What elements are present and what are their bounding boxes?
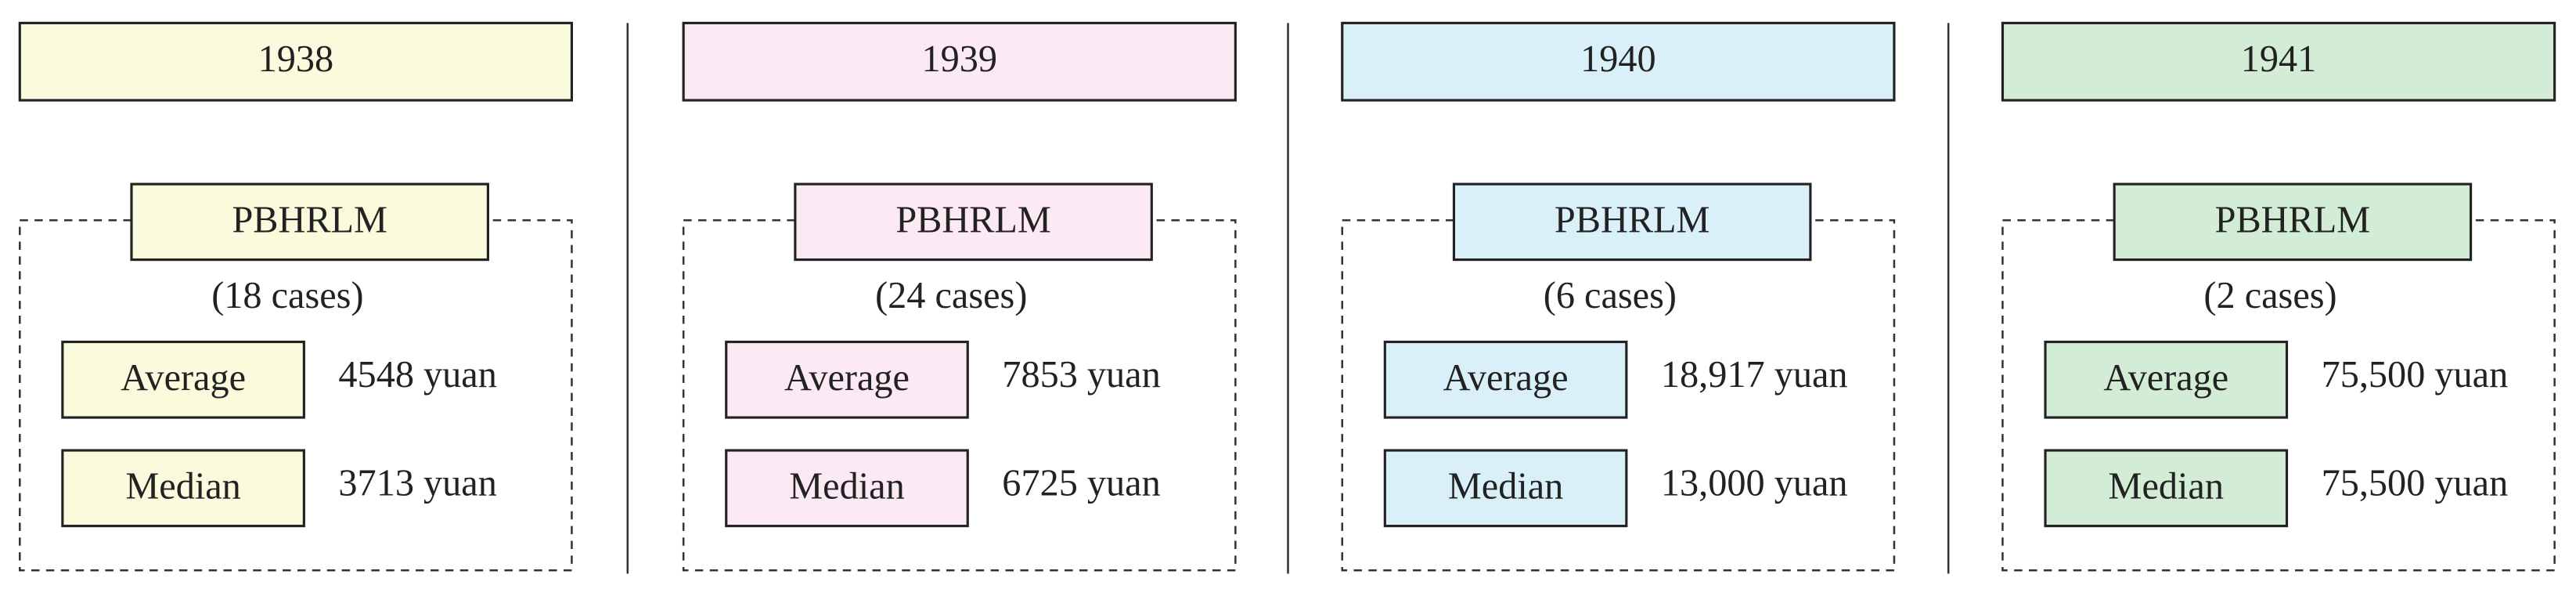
median-value: 3713 yuan bbox=[338, 462, 496, 504]
median-box bbox=[1383, 449, 1628, 528]
year-box bbox=[18, 21, 574, 102]
panel: 1940 PBHRLM (6 cases) Average 18,917 yuan Med… bbox=[1341, 21, 1896, 572]
average-box bbox=[2044, 340, 2289, 419]
year-box bbox=[2001, 21, 2556, 102]
panel: 1941 PBHRLM (2 cases) Average 75,500 yuan Med… bbox=[2001, 21, 2556, 572]
median-label: Median bbox=[125, 466, 240, 508]
year: 1940 bbox=[1580, 38, 1656, 80]
median-box bbox=[2044, 449, 2289, 528]
method: PBHRLM bbox=[895, 200, 1050, 241]
median-value: 75,500 yuan bbox=[2322, 462, 2509, 504]
average-label: Average bbox=[1443, 357, 1569, 399]
method: PBHRLM bbox=[1555, 200, 1710, 241]
median-box bbox=[725, 449, 969, 528]
year-box bbox=[1341, 21, 1896, 102]
average-label: Average bbox=[121, 357, 246, 399]
cases: (18 cases) bbox=[211, 275, 363, 316]
median-value: 6725 yuan bbox=[1002, 462, 1160, 504]
dashed-group bbox=[2001, 219, 2556, 572]
average-label: Average bbox=[784, 357, 910, 399]
panel: 1938 PBHRLM (18 cases) Average 4548 yuan Medi… bbox=[18, 21, 574, 572]
dashed-group bbox=[1341, 219, 1896, 572]
cases: (24 cases) bbox=[875, 275, 1027, 316]
cases: (6 cases) bbox=[1544, 275, 1677, 316]
cases: (2 cases) bbox=[2203, 275, 2336, 316]
median-label: Median bbox=[1448, 466, 1563, 508]
method-box bbox=[794, 182, 1153, 262]
year: 1938 bbox=[258, 38, 334, 80]
method-box bbox=[2113, 182, 2473, 262]
panel: 1939 PBHRLM (24 cases) Average 7853 yuan Medi… bbox=[682, 21, 1237, 572]
average-box bbox=[725, 340, 969, 419]
average-value: 4548 yuan bbox=[338, 354, 496, 396]
method-box bbox=[130, 182, 489, 262]
average-box bbox=[1383, 340, 1628, 419]
median-label: Median bbox=[789, 466, 904, 508]
year-box bbox=[682, 21, 1237, 102]
median-value: 13,000 yuan bbox=[1661, 462, 1848, 504]
average-value: 7853 yuan bbox=[1002, 354, 1160, 396]
dashed-group bbox=[682, 219, 1237, 572]
method-box bbox=[1452, 182, 1812, 262]
median-box bbox=[61, 449, 305, 528]
median-label: Median bbox=[2109, 466, 2224, 508]
method: PBHRLM bbox=[2215, 200, 2370, 241]
average-value: 18,917 yuan bbox=[1661, 354, 1848, 396]
average-box bbox=[61, 340, 305, 419]
year: 1941 bbox=[2241, 38, 2317, 80]
average-value: 75,500 yuan bbox=[2322, 354, 2509, 396]
year: 1939 bbox=[921, 38, 997, 80]
dashed-group bbox=[19, 219, 573, 572]
method: PBHRLM bbox=[232, 200, 387, 241]
average-label: Average bbox=[2103, 357, 2228, 399]
